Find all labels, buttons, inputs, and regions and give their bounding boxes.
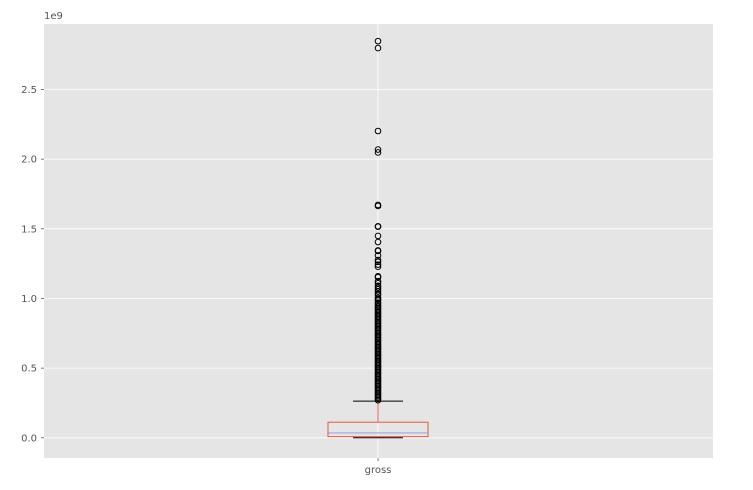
outlier-markers [374, 37, 382, 404]
plot-area [44, 24, 713, 458]
y-tick-label: 2.5 [21, 85, 37, 96]
y-tick-label: 1.5 [21, 224, 37, 235]
y-tick-label: 0.5 [21, 364, 37, 375]
outlier-point [374, 44, 382, 52]
y-scale-label: 1e9 [44, 11, 63, 22]
outlier-point [374, 297, 382, 304]
outlier-point [374, 263, 382, 271]
outlier-point [374, 258, 382, 266]
outlier-point [374, 146, 382, 153]
outlier-point [374, 247, 382, 255]
x-tick-label-gross: gross [365, 465, 392, 476]
outlier-point [374, 37, 382, 45]
outlier-point [374, 223, 382, 231]
outlier-point [374, 238, 382, 246]
iqr-box [327, 421, 429, 438]
y-tick-label: 2.0 [21, 155, 37, 166]
outlier-point [374, 252, 382, 259]
y-tick-label: 1.0 [21, 294, 37, 305]
outlier-point [374, 277, 382, 285]
outlier-point [374, 256, 382, 264]
outlier-point [374, 273, 382, 281]
outlier-point [374, 288, 382, 295]
outlier-point [374, 149, 382, 156]
outlier-point [374, 232, 382, 240]
y-tick-label: 0.0 [21, 433, 37, 444]
y-axis: 0.0 0.5 1.0 1.5 2.0 2.5 [21, 85, 37, 444]
outlier-point [374, 202, 382, 210]
outlier-point [374, 396, 382, 404]
outlier-point [374, 261, 382, 268]
outlier-point [374, 127, 382, 135]
outlier-point [374, 284, 382, 291]
